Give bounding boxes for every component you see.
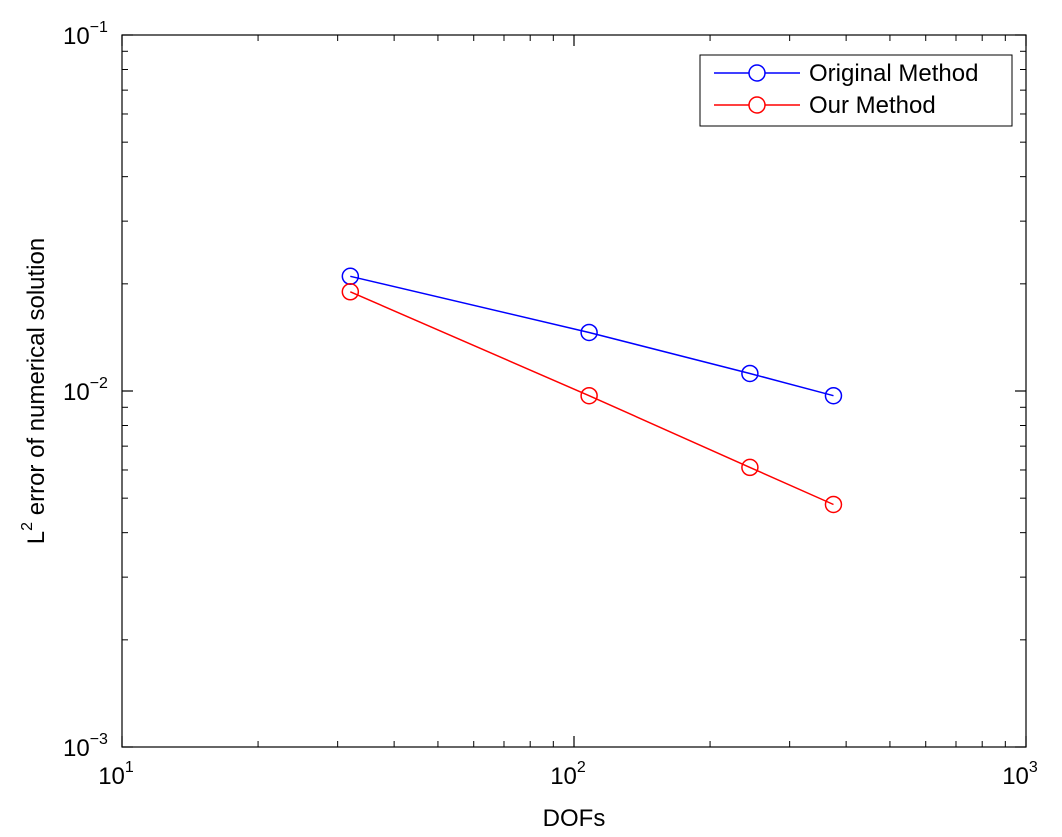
series-1-point bbox=[741, 458, 759, 477]
series-0-point bbox=[580, 323, 598, 342]
series-0-point bbox=[824, 386, 843, 405]
plot-area bbox=[121, 34, 1027, 748]
y-axis-title-base: L bbox=[23, 531, 50, 544]
x-tick-label: 101 bbox=[98, 759, 134, 790]
y-axis-title-sup: 2 bbox=[19, 522, 36, 531]
minor-ticks bbox=[122, 35, 1026, 747]
y-tick-labels: 10−3 10−2 10−1 bbox=[63, 19, 108, 762]
legend-label-our-method: Our Method bbox=[809, 92, 936, 119]
series-line-1 bbox=[350, 291, 834, 506]
x-tick-label: 102 bbox=[550, 759, 586, 790]
series-1-point bbox=[341, 283, 360, 301]
series-layer bbox=[341, 267, 843, 514]
y-tick-label: 10−2 bbox=[63, 375, 108, 406]
y-tick-label: 10−3 bbox=[63, 731, 108, 762]
series-0-point bbox=[741, 364, 759, 383]
legend-label-original-method: Original Method bbox=[809, 60, 978, 87]
y-axis-title-rest: error of numerical solution bbox=[23, 238, 50, 522]
legend-marker-our-method bbox=[748, 96, 766, 114]
y-tick-label: 10−1 bbox=[63, 19, 108, 50]
series-1-point bbox=[580, 386, 598, 405]
series-line-0 bbox=[350, 275, 834, 397]
y-axis-title: L2 error of numerical solution bbox=[19, 238, 50, 544]
x-tick-label: 103 bbox=[1002, 759, 1038, 790]
x-tick-labels: 101 102 103 bbox=[98, 759, 1038, 790]
x-axis-title: DOFs bbox=[543, 805, 606, 832]
legend: Original Method Our Method bbox=[699, 54, 1013, 127]
legend-marker-original-method bbox=[748, 64, 766, 82]
series-1-point bbox=[824, 495, 843, 514]
major-ticks bbox=[121, 34, 1027, 748]
